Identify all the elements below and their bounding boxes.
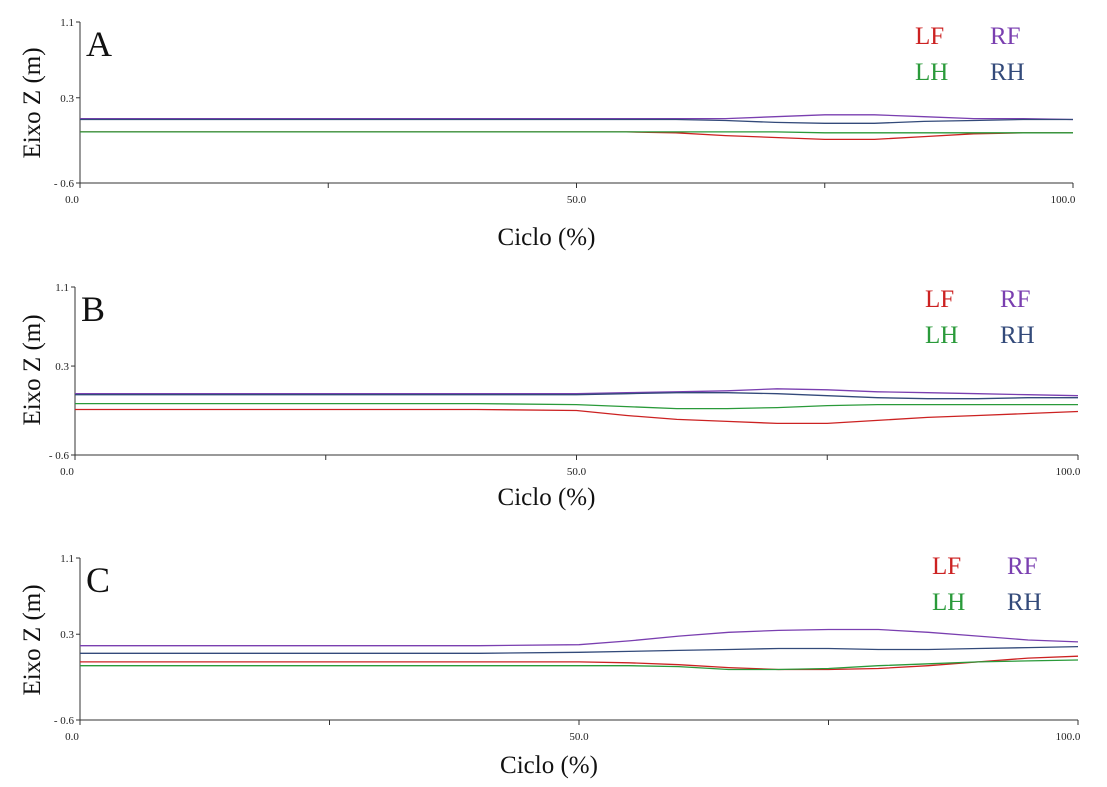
y-tick-label: - 0.6 [54, 715, 75, 727]
chart-panel-b: 0.0 50.0 100.0 1.1 0.3 - 0.6 B Ciclo (%) Eixo Z … [19, 282, 1081, 511]
x-tick-label: 50.0 [567, 194, 587, 206]
y-axis-label: Eixo Z (m) [19, 314, 46, 425]
y-tick-label: - 0.6 [49, 450, 70, 462]
legend-entry-lh: LH [932, 589, 965, 616]
y-tick-label: 0.3 [60, 93, 74, 105]
legend-entry-rh: RH [1000, 322, 1035, 349]
series-line-rh [80, 118, 1073, 124]
series-line-lf [75, 408, 1079, 425]
x-tick-label: 100.0 [1056, 466, 1081, 478]
y-axis-label: Eixo Z (m) [19, 584, 46, 695]
x-axis-label: Ciclo (%) [498, 224, 596, 251]
legend-entry-lf: LF [925, 286, 954, 313]
x-tick-label: 100.0 [1051, 194, 1076, 206]
y-tick-label: 1.1 [55, 282, 69, 294]
y-axis-label: Eixo Z (m) [19, 47, 46, 158]
panel-label: B [81, 289, 105, 329]
legend-entry-lh: LH [915, 59, 948, 86]
legend-entry-lh: LH [925, 322, 958, 349]
legend-entry-lf: LF [932, 553, 961, 580]
chart-panel-c: 0.0 50.0 100.0 1.1 0.3 - 0.6 C Ciclo (%) Eixo Z … [19, 553, 1081, 779]
y-tick-label: 1.1 [60, 553, 74, 565]
legend-entry-rf: RF [1007, 553, 1038, 580]
x-tick-label: 0.0 [65, 731, 79, 743]
series-line-lh [80, 131, 1073, 134]
legend-entry-rh: RH [990, 59, 1025, 86]
series-line-rf [80, 114, 1074, 121]
series-line-lh [80, 659, 1079, 671]
panel-label: A [86, 24, 112, 64]
x-axis-label: Ciclo (%) [500, 752, 598, 779]
x-tick-label: 0.0 [65, 194, 79, 206]
legend-entry-lf: LF [915, 23, 944, 50]
x-tick-label: 50.0 [569, 731, 589, 743]
y-tick-label: - 0.6 [54, 178, 75, 190]
legend-entry-rh: RH [1007, 589, 1042, 616]
legend-entry-rf: RF [990, 23, 1021, 50]
x-tick-label: 100.0 [1056, 731, 1081, 743]
legend-entry-rf: RF [1000, 286, 1031, 313]
x-axis-label: Ciclo (%) [498, 484, 596, 511]
chart-panel-a: 0.0 50.0 100.0 1.1 0.3 - 0.6 A Ciclo (%) Eixo Z … [19, 17, 1076, 251]
y-tick-label: 1.1 [60, 17, 74, 29]
series-line-rf [75, 388, 1079, 397]
series-line-lh [75, 402, 1078, 410]
series-line-rh [75, 392, 1078, 400]
series-line-lf [80, 655, 1079, 671]
x-tick-label: 0.0 [60, 466, 74, 478]
y-tick-label: 0.3 [60, 629, 74, 641]
series-line-rf [80, 628, 1079, 647]
y-tick-label: 0.3 [55, 361, 69, 373]
series-line-rh [80, 645, 1079, 654]
panel-label: C [86, 560, 110, 600]
x-tick-label: 50.0 [567, 466, 587, 478]
